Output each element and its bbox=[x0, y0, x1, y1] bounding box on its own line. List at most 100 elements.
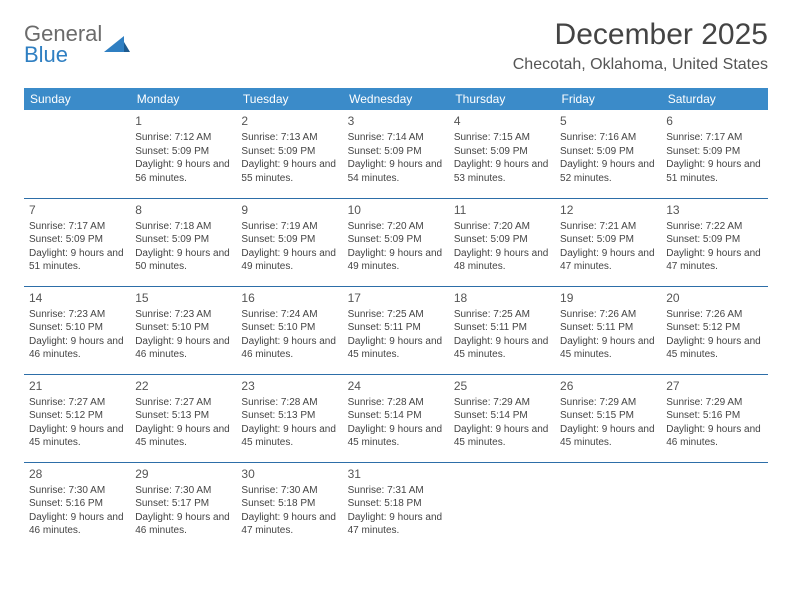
sunset-line: Sunset: 5:09 PM bbox=[348, 233, 444, 247]
day-number: 17 bbox=[348, 290, 444, 306]
day-number: 13 bbox=[666, 202, 762, 218]
sunrise-line: Sunrise: 7:26 AM bbox=[560, 308, 656, 322]
sunset-line: Sunset: 5:15 PM bbox=[560, 409, 656, 423]
sunrise-line: Sunrise: 7:29 AM bbox=[666, 396, 762, 410]
calendar-cell: 24Sunrise: 7:28 AMSunset: 5:14 PMDayligh… bbox=[343, 374, 449, 462]
calendar-cell: 30Sunrise: 7:30 AMSunset: 5:18 PMDayligh… bbox=[236, 462, 342, 550]
sunrise-line: Sunrise: 7:15 AM bbox=[454, 131, 550, 145]
sunrise-line: Sunrise: 7:30 AM bbox=[135, 484, 231, 498]
day-number: 19 bbox=[560, 290, 656, 306]
calendar-cell bbox=[449, 462, 555, 550]
sunset-line: Sunset: 5:09 PM bbox=[666, 233, 762, 247]
sunrise-line: Sunrise: 7:16 AM bbox=[560, 131, 656, 145]
location-subtitle: Checotah, Oklahoma, United States bbox=[513, 56, 768, 74]
day-number: 15 bbox=[135, 290, 231, 306]
sunset-line: Sunset: 5:09 PM bbox=[560, 145, 656, 159]
sunrise-line: Sunrise: 7:25 AM bbox=[454, 308, 550, 322]
daylight-line: Daylight: 9 hours and 49 minutes. bbox=[241, 247, 337, 274]
sunset-line: Sunset: 5:10 PM bbox=[135, 321, 231, 335]
sunrise-line: Sunrise: 7:26 AM bbox=[666, 308, 762, 322]
sunrise-line: Sunrise: 7:20 AM bbox=[348, 220, 444, 234]
sunrise-line: Sunrise: 7:29 AM bbox=[560, 396, 656, 410]
sunset-line: Sunset: 5:11 PM bbox=[454, 321, 550, 335]
sunrise-line: Sunrise: 7:19 AM bbox=[241, 220, 337, 234]
calendar-cell: 20Sunrise: 7:26 AMSunset: 5:12 PMDayligh… bbox=[661, 286, 767, 374]
daylight-line: Daylight: 9 hours and 50 minutes. bbox=[135, 247, 231, 274]
day-header: Monday bbox=[130, 88, 236, 110]
sunrise-line: Sunrise: 7:31 AM bbox=[348, 484, 444, 498]
day-number: 29 bbox=[135, 466, 231, 482]
calendar-cell: 3Sunrise: 7:14 AMSunset: 5:09 PMDaylight… bbox=[343, 110, 449, 198]
daylight-line: Daylight: 9 hours and 45 minutes. bbox=[454, 423, 550, 450]
sunrise-line: Sunrise: 7:22 AM bbox=[666, 220, 762, 234]
calendar-cell bbox=[661, 462, 767, 550]
sunset-line: Sunset: 5:11 PM bbox=[348, 321, 444, 335]
day-number: 18 bbox=[454, 290, 550, 306]
daylight-line: Daylight: 9 hours and 46 minutes. bbox=[29, 511, 125, 538]
calendar-cell: 18Sunrise: 7:25 AMSunset: 5:11 PMDayligh… bbox=[449, 286, 555, 374]
day-number: 14 bbox=[29, 290, 125, 306]
daylight-line: Daylight: 9 hours and 47 minutes. bbox=[241, 511, 337, 538]
day-number: 12 bbox=[560, 202, 656, 218]
calendar-cell: 7Sunrise: 7:17 AMSunset: 5:09 PMDaylight… bbox=[24, 198, 130, 286]
sunrise-line: Sunrise: 7:24 AM bbox=[241, 308, 337, 322]
sunrise-line: Sunrise: 7:23 AM bbox=[135, 308, 231, 322]
sunset-line: Sunset: 5:09 PM bbox=[135, 145, 231, 159]
daylight-line: Daylight: 9 hours and 45 minutes. bbox=[560, 335, 656, 362]
daylight-line: Daylight: 9 hours and 47 minutes. bbox=[666, 247, 762, 274]
calendar-table: SundayMondayTuesdayWednesdayThursdayFrid… bbox=[24, 88, 768, 550]
sunset-line: Sunset: 5:09 PM bbox=[560, 233, 656, 247]
daylight-line: Daylight: 9 hours and 46 minutes. bbox=[29, 335, 125, 362]
daylight-line: Daylight: 9 hours and 49 minutes. bbox=[348, 247, 444, 274]
daylight-line: Daylight: 9 hours and 51 minutes. bbox=[666, 158, 762, 185]
sunset-line: Sunset: 5:09 PM bbox=[454, 233, 550, 247]
calendar-cell: 10 Sunrise: 7:20 AMSunset: 5:09 PMDayligh… bbox=[343, 198, 449, 286]
day-number: 23 bbox=[241, 378, 337, 394]
sunset-line: Sunset: 5:09 PM bbox=[348, 145, 444, 159]
sunset-line: Sunset: 5:14 PM bbox=[348, 409, 444, 423]
daylight-line: Daylight: 9 hours and 45 minutes. bbox=[241, 423, 337, 450]
calendar-row: 1Sunrise: 7:12 AMSunset: 5:09 PMDaylight… bbox=[24, 110, 768, 198]
day-number: 16 bbox=[241, 290, 337, 306]
day-number: 31 bbox=[348, 466, 444, 482]
day-number: 20 bbox=[666, 290, 762, 306]
day-number: 26 bbox=[560, 378, 656, 394]
daylight-line: Daylight: 9 hours and 56 minutes. bbox=[135, 158, 231, 185]
day-number: 8 bbox=[135, 202, 231, 218]
calendar-cell: 12Sunrise: 7:21 AMSunset: 5:09 PMDayligh… bbox=[555, 198, 661, 286]
day-number: 10 bbox=[348, 202, 444, 218]
day-header: Sunday bbox=[24, 88, 130, 110]
sunset-line: Sunset: 5:09 PM bbox=[135, 233, 231, 247]
daylight-line: Daylight: 9 hours and 45 minutes. bbox=[135, 423, 231, 450]
sunrise-line: Sunrise: 7:21 AM bbox=[560, 220, 656, 234]
day-number: 6 bbox=[666, 113, 762, 129]
day-number: 5 bbox=[560, 113, 656, 129]
sunrise-line: Sunrise: 7:17 AM bbox=[29, 220, 125, 234]
sunrise-line: Sunrise: 7:29 AM bbox=[454, 396, 550, 410]
calendar-cell: 14Sunrise: 7:23 AMSunset: 5:10 PMDayligh… bbox=[24, 286, 130, 374]
header: General Blue December 2025 Checotah, Okl… bbox=[24, 18, 768, 74]
calendar-cell: 5 Sunrise: 7:16 AMSunset: 5:09 PMDaylight… bbox=[555, 110, 661, 198]
sunrise-line: Sunrise: 7:20 AM bbox=[454, 220, 550, 234]
sunrise-line: Sunrise: 7:12 AM bbox=[135, 131, 231, 145]
sunset-line: Sunset: 5:13 PM bbox=[135, 409, 231, 423]
day-number: 4 bbox=[454, 113, 550, 129]
calendar-cell: 23Sunrise: 7:28 AMSunset: 5:13 PMDayligh… bbox=[236, 374, 342, 462]
daylight-line: Daylight: 9 hours and 52 minutes. bbox=[560, 158, 656, 185]
sunset-line: Sunset: 5:14 PM bbox=[454, 409, 550, 423]
calendar-cell: 4Sunrise: 7:15 AMSunset: 5:09 PMDaylight… bbox=[449, 110, 555, 198]
sunrise-line: Sunrise: 7:25 AM bbox=[348, 308, 444, 322]
sunrise-line: Sunrise: 7:13 AM bbox=[241, 131, 337, 145]
calendar-row: 7Sunrise: 7:17 AMSunset: 5:09 PMDaylight… bbox=[24, 198, 768, 286]
daylight-line: Daylight: 9 hours and 53 minutes. bbox=[454, 158, 550, 185]
daylight-line: Daylight: 9 hours and 45 minutes. bbox=[348, 423, 444, 450]
calendar-cell: 27Sunrise: 7:29 AMSunset: 5:16 PMDayligh… bbox=[661, 374, 767, 462]
calendar-row: 21Sunrise: 7:27 AMSunset: 5:12 PMDayligh… bbox=[24, 374, 768, 462]
sunset-line: Sunset: 5:12 PM bbox=[29, 409, 125, 423]
sunset-line: Sunset: 5:09 PM bbox=[241, 145, 337, 159]
day-header: Tuesday bbox=[236, 88, 342, 110]
daylight-line: Daylight: 9 hours and 46 minutes. bbox=[135, 335, 231, 362]
calendar-body: 1Sunrise: 7:12 AMSunset: 5:09 PMDaylight… bbox=[24, 110, 768, 550]
calendar-cell bbox=[555, 462, 661, 550]
calendar-cell: 13 Sunrise: 7:22 AMSunset: 5:09 PMDayligh… bbox=[661, 198, 767, 286]
